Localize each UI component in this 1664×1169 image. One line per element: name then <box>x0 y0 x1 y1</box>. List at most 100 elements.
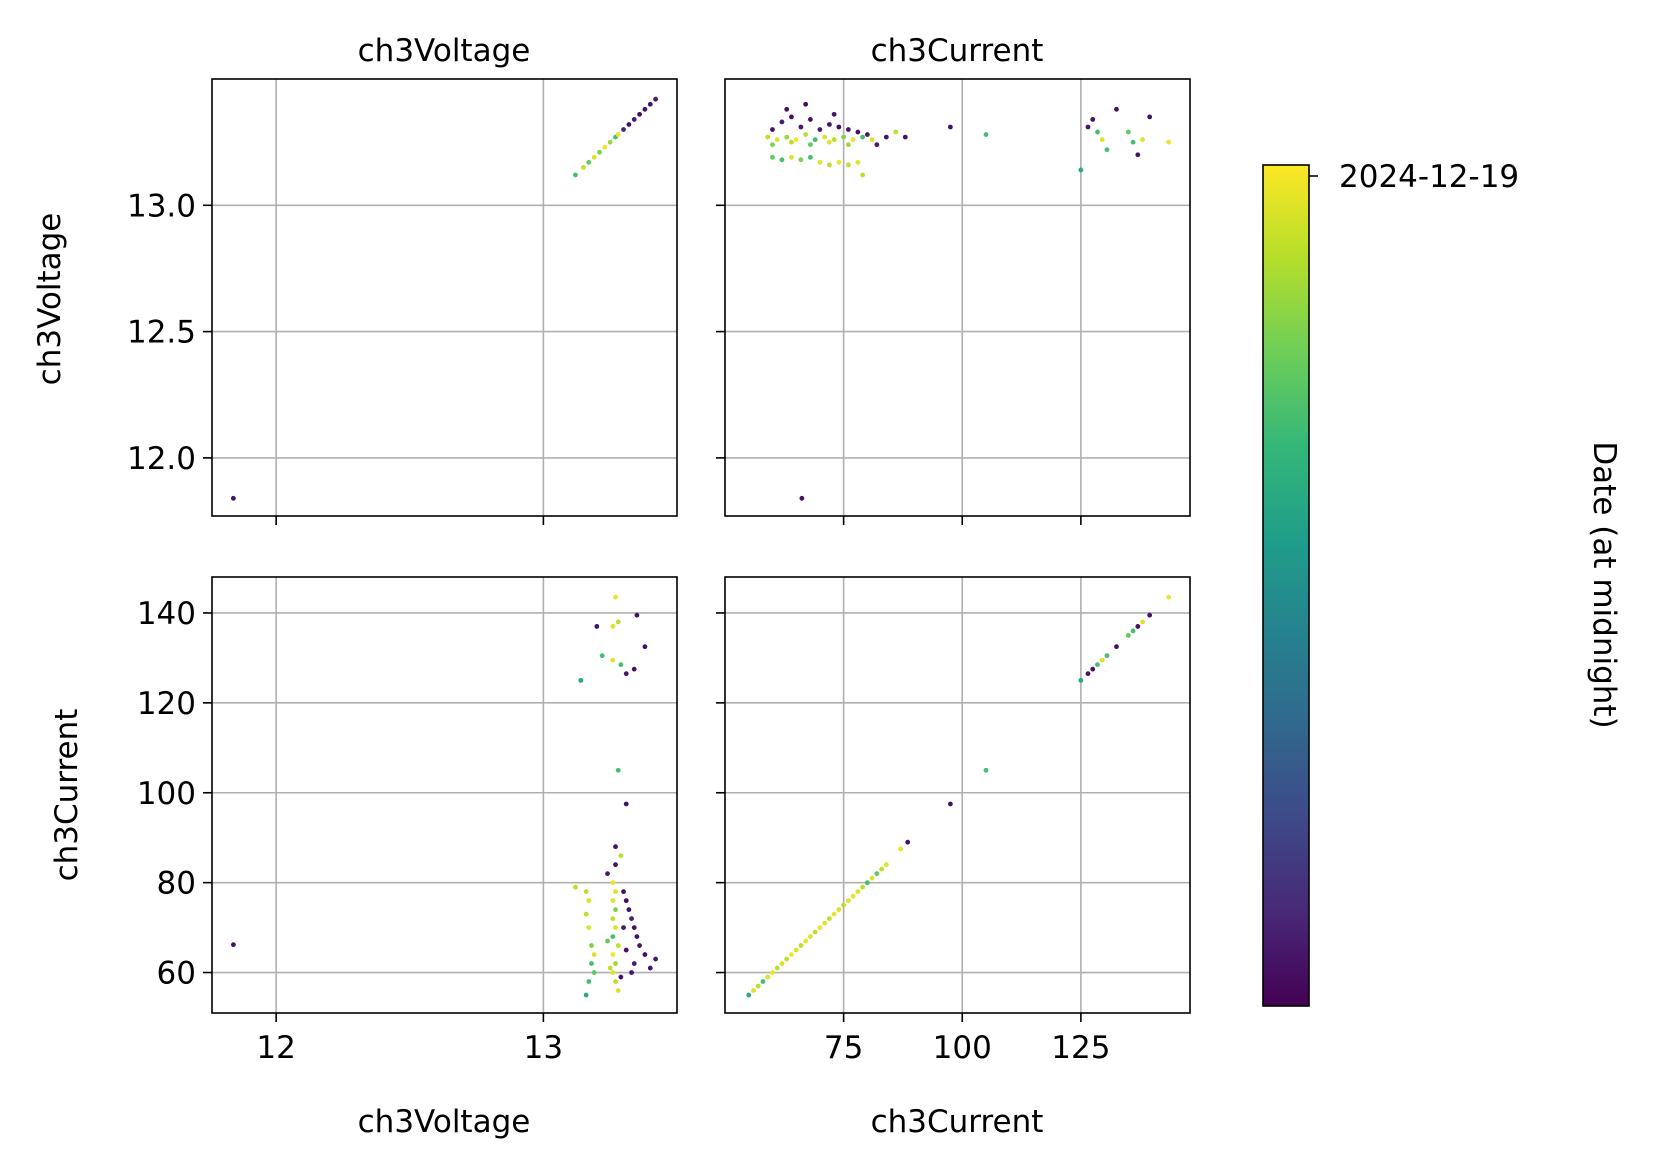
data-point <box>621 889 626 895</box>
data-point <box>610 934 616 939</box>
data-point <box>760 979 766 984</box>
data-point <box>860 134 866 140</box>
data-point <box>770 154 775 160</box>
data-point <box>798 943 804 948</box>
y-tick-label: 12.5 <box>127 315 196 351</box>
data-point <box>589 943 594 948</box>
data-point <box>653 956 659 962</box>
data-point <box>1114 644 1119 650</box>
data-point <box>898 846 903 852</box>
data-point <box>779 961 785 966</box>
data-point <box>623 898 629 904</box>
data-point <box>836 907 842 913</box>
data-point <box>1078 677 1084 683</box>
data-point <box>631 117 637 122</box>
x-axis-label-col-1: ch3Voltage <box>358 1104 531 1140</box>
data-point <box>826 139 832 145</box>
data-point <box>1166 594 1172 600</box>
data-point <box>1130 628 1136 634</box>
data-point <box>1095 129 1100 135</box>
data-point <box>883 134 889 140</box>
data-point <box>613 844 618 850</box>
data-point <box>1140 619 1145 625</box>
panel-current-vs-voltage-bottom: 12 13 60 80 100 120 140 <box>137 576 678 1066</box>
data-point <box>779 119 785 125</box>
data-point <box>774 965 780 971</box>
data-point <box>613 979 618 984</box>
data-point <box>607 965 613 971</box>
data-point <box>613 925 618 930</box>
data-point <box>1099 657 1105 663</box>
data-point <box>602 144 608 150</box>
data-point <box>591 970 597 975</box>
y-tick-label: 13.0 <box>127 188 196 224</box>
data-point <box>583 911 589 917</box>
y-axis-label-row-2: ch3Current <box>49 709 85 882</box>
data-point <box>789 154 794 160</box>
data-point <box>618 662 624 668</box>
data-point <box>573 884 578 890</box>
data-point <box>610 657 616 663</box>
data-point <box>629 970 634 975</box>
data-point <box>647 965 653 971</box>
panel-title-col-1: ch3Voltage <box>358 33 531 69</box>
data-point <box>573 172 578 178</box>
data-point <box>803 938 809 944</box>
data-point <box>581 165 586 170</box>
data-point <box>605 871 610 877</box>
data-point <box>653 96 659 102</box>
data-point <box>591 154 597 160</box>
data-point <box>586 159 592 165</box>
data-point <box>860 172 866 178</box>
data-point <box>770 127 775 132</box>
axes-frame <box>724 78 1191 517</box>
data-point <box>826 916 832 922</box>
data-point <box>874 142 880 148</box>
data-point <box>803 101 809 107</box>
x-tick-label: 100 <box>933 1030 992 1066</box>
data-point <box>631 961 637 966</box>
data-point <box>631 666 637 672</box>
data-point <box>817 925 823 930</box>
y-tick-label: 140 <box>137 596 196 632</box>
data-point <box>770 142 775 148</box>
data-point <box>642 106 648 112</box>
y-tick-label: 120 <box>137 686 196 722</box>
data-point <box>586 979 592 984</box>
data-point <box>808 154 813 160</box>
data-point <box>798 124 804 130</box>
data-point <box>845 142 851 148</box>
data-point <box>629 916 634 922</box>
data-point <box>637 111 642 117</box>
data-point <box>947 801 953 807</box>
data-point <box>755 983 761 989</box>
data-point <box>610 624 616 629</box>
data-point <box>586 898 592 904</box>
data-point <box>905 839 911 845</box>
panel-title-col-2: ch3Current <box>871 33 1044 69</box>
data-point <box>615 132 621 137</box>
data-point <box>610 970 616 975</box>
data-point <box>605 938 610 944</box>
data-point <box>1130 139 1136 145</box>
data-point <box>1104 147 1110 153</box>
data-point <box>893 129 899 135</box>
data-point <box>1090 117 1096 122</box>
axes-frame <box>724 576 1191 1014</box>
data-point <box>623 947 629 953</box>
data-point <box>751 988 756 993</box>
data-point <box>841 134 847 140</box>
data-point <box>779 157 785 163</box>
data-point <box>850 893 856 899</box>
data-point <box>613 594 618 600</box>
data-point <box>812 137 818 143</box>
axes-frame <box>211 78 678 517</box>
data-point <box>836 124 842 130</box>
data-point <box>610 898 616 904</box>
data-point <box>621 127 626 132</box>
data-point <box>607 139 613 145</box>
data-point <box>1090 666 1096 672</box>
data-point <box>1078 167 1084 173</box>
data-point <box>784 956 790 962</box>
data-point <box>864 132 870 137</box>
